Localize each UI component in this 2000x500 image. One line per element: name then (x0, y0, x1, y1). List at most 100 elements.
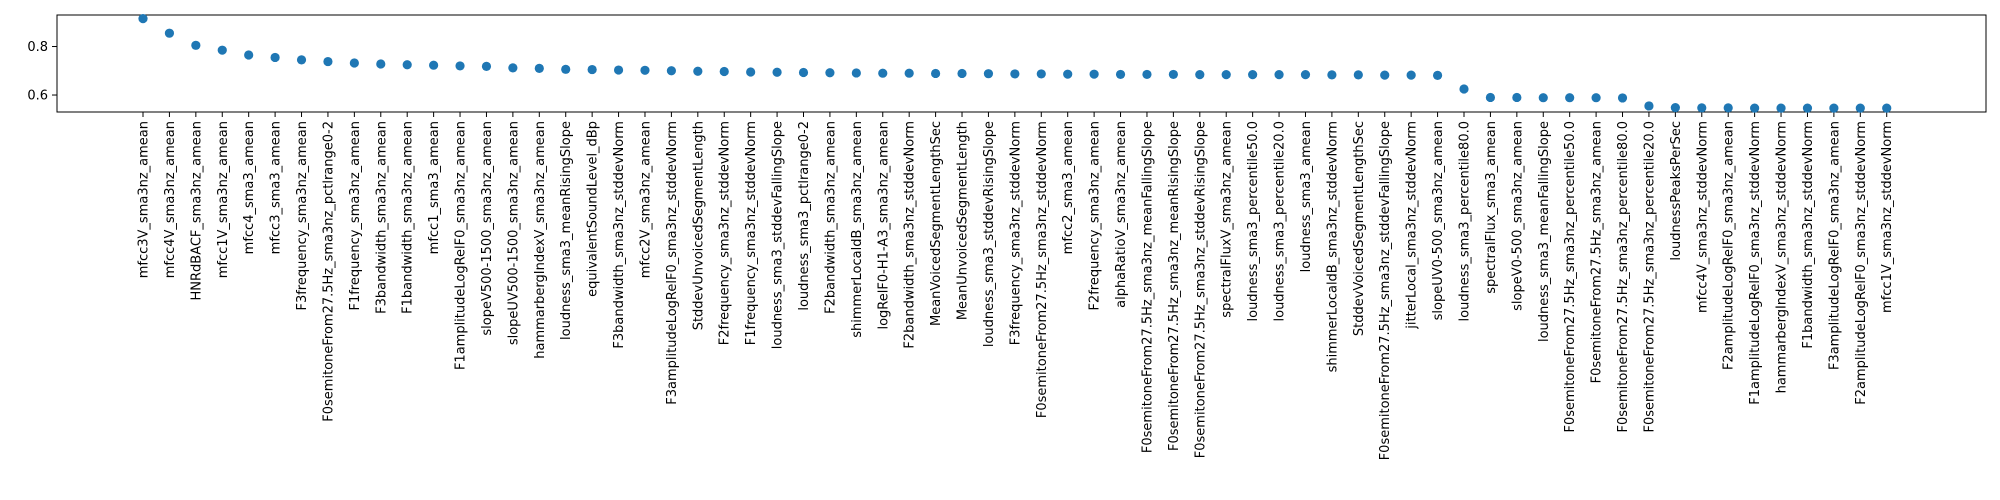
x-tick-label: F1frequency_sma3nz_amean (348, 121, 363, 311)
x-tick-label: F0semitoneFrom27.5Hz_sma3nz_meanFallingS… (1140, 121, 1155, 453)
data-point (640, 65, 650, 75)
x-tick-label: mfcc1V_sma3nz_stddevNorm (1880, 121, 1895, 313)
x-tick-label: F1bandwidth_sma3nz_amean (401, 121, 416, 314)
data-point (1274, 70, 1284, 80)
data-point (1829, 103, 1839, 113)
x-tick-label: F3frequency_sma3nz_amean (295, 121, 310, 311)
x-tick-label: loudness_sma3_amean (1299, 121, 1314, 272)
data-point (164, 28, 175, 38)
data-point (429, 60, 439, 70)
x-tick-label: mfcc4V_sma3nz_amean (163, 121, 178, 278)
data-point (1089, 69, 1099, 79)
x-tick-label: F3amplitudeLogRelF0_sma3nz_stddevNorm (665, 121, 680, 405)
data-point (323, 56, 333, 67)
x-tick-label: F0semitoneFrom27.5Hz_sma3nz_amean (1590, 121, 1605, 383)
x-tick-label: StddevVoicedSegmentLengthSec (1352, 121, 1367, 336)
x-tick-label: equivalentSoundLevel_dBp (586, 121, 601, 297)
data-point (746, 67, 756, 77)
data-point (1802, 103, 1813, 113)
data-point (878, 68, 888, 78)
x-tick-label: mfcc3V_sma3nz_amean (137, 121, 152, 278)
x-tick-label: MeanUnvoicedSegmentLength (956, 121, 971, 320)
data-point (138, 14, 148, 24)
x-tick-label: F0semitoneFrom27.5Hz_sma3nz_percentile20… (1642, 121, 1657, 433)
x-tick-label: slopeUV0-500_sma3nz_amean (1431, 121, 1446, 320)
data-point (1195, 70, 1205, 80)
x-tick-label: alphaRatioV_sma3nz_amean (1114, 121, 1129, 308)
data-point (481, 61, 492, 72)
y-tick-label: 0.8 (27, 40, 48, 55)
data-point (1221, 70, 1231, 80)
data-point (1776, 103, 1786, 113)
data-point (1485, 92, 1496, 103)
x-tick-label: loudnessPeaksPerSec (1669, 121, 1684, 261)
x-tick-label: loudness_sma3_meanRisingSlope (559, 121, 574, 340)
data-point (1565, 93, 1575, 103)
data-point (1327, 70, 1337, 80)
data-point (1168, 69, 1178, 80)
data-point (772, 67, 782, 77)
data-point (1670, 103, 1680, 113)
x-tick-label: slopeV0-500_sma3nz_amean (1510, 121, 1525, 311)
x-axis: mfcc3V_sma3nz_amean mfcc4V_sma3nz_amean HN… (137, 112, 1895, 460)
x-tick-label: loudness_sma3_percentile50.0 (1246, 121, 1261, 321)
x-tick-label: loudness_sma3_pctlrange0-2 (797, 121, 812, 311)
x-tick-label: mfcc1_sma3_amean (427, 121, 442, 254)
data-point (1063, 69, 1073, 79)
x-tick-label: F3bandwidth_sma3nz_amean (374, 121, 389, 314)
x-tick-label: F0semitoneFrom27.5Hz_sma3nz_stddevRising… (1193, 121, 1208, 458)
x-tick-label: slopeUV500-1500_sma3nz_amean (506, 121, 521, 345)
x-tick-label: mfcc1V_sma3nz_amean (216, 121, 231, 278)
data-point (244, 50, 254, 60)
data-point (1300, 70, 1311, 80)
data-point (1459, 84, 1469, 94)
x-tick-label: F1amplitudeLogRelF0_sma3nz_amean (454, 121, 469, 370)
data-points (138, 14, 1892, 113)
x-tick-label: mfcc2_sma3_amean (1061, 121, 1076, 254)
data-point (1750, 103, 1760, 113)
data-point (270, 52, 280, 63)
data-point (1115, 69, 1126, 80)
data-point (587, 64, 597, 75)
x-tick-label: StddevUnvoicedSegmentLength (691, 121, 706, 330)
x-tick-label: F0semitoneFrom27.5Hz_sma3nz_percentile80… (1616, 121, 1631, 433)
data-point (719, 66, 729, 77)
x-tick-label: F0semitoneFrom27.5Hz_sma3nz_meanRisingSl… (1167, 121, 1182, 451)
data-point (1591, 93, 1601, 103)
x-tick-label: logRelF0-H1-A3_sma3nz_amean (876, 121, 891, 330)
x-tick-label: mfcc2V_sma3nz_amean (638, 121, 653, 278)
data-point (376, 59, 386, 69)
x-tick-label: loudness_sma3_stddevFallingSlope (771, 121, 786, 349)
data-point (798, 67, 809, 78)
x-tick-label: F2amplitudeLogRelF0_sma3nz_amean (1722, 121, 1737, 370)
x-tick-label: mfcc3_sma3_amean (269, 121, 284, 254)
x-tick-label: F0semitoneFrom27.5Hz_sma3nz_pctlrange0-2 (321, 121, 336, 422)
data-point (613, 65, 624, 75)
data-point (1697, 103, 1707, 113)
data-point (455, 61, 465, 71)
x-tick-label: F2amplitudeLogRelF0_sma3nz_stddevNorm (1854, 121, 1869, 405)
data-point (1512, 92, 1522, 103)
data-point (508, 63, 518, 73)
x-tick-label: jitterLocal_sma3nz_stddevNorm (1405, 121, 1420, 330)
data-point (191, 40, 201, 50)
data-point (1855, 103, 1865, 113)
data-point (693, 66, 703, 76)
data-point (825, 68, 835, 78)
data-point (349, 58, 359, 68)
x-tick-label: loudness_sma3_percentile20.0 (1273, 121, 1288, 321)
data-point (1644, 101, 1654, 111)
data-point (666, 66, 677, 76)
x-tick-label: F0semitoneFrom27.5Hz_sma3nz_stddevNorm (1035, 121, 1050, 418)
data-point (931, 68, 941, 79)
x-tick-label: shimmerLocaldB_sma3nz_stddevNorm (1325, 121, 1340, 372)
x-tick-label: F3frequency_sma3nz_stddevNorm (1008, 121, 1023, 345)
x-tick-label: F3bandwidth_sma3nz_stddevNorm (612, 121, 627, 349)
data-point (1142, 69, 1152, 80)
data-point (904, 68, 914, 78)
x-tick-label: F2frequency_sma3nz_amean (1088, 121, 1103, 311)
x-tick-label: hammarbergIndexV_sma3nz_stddevNorm (1775, 121, 1790, 393)
x-tick-label: mfcc4_sma3_amean (242, 121, 257, 254)
data-point (561, 64, 571, 74)
data-point (851, 68, 861, 78)
